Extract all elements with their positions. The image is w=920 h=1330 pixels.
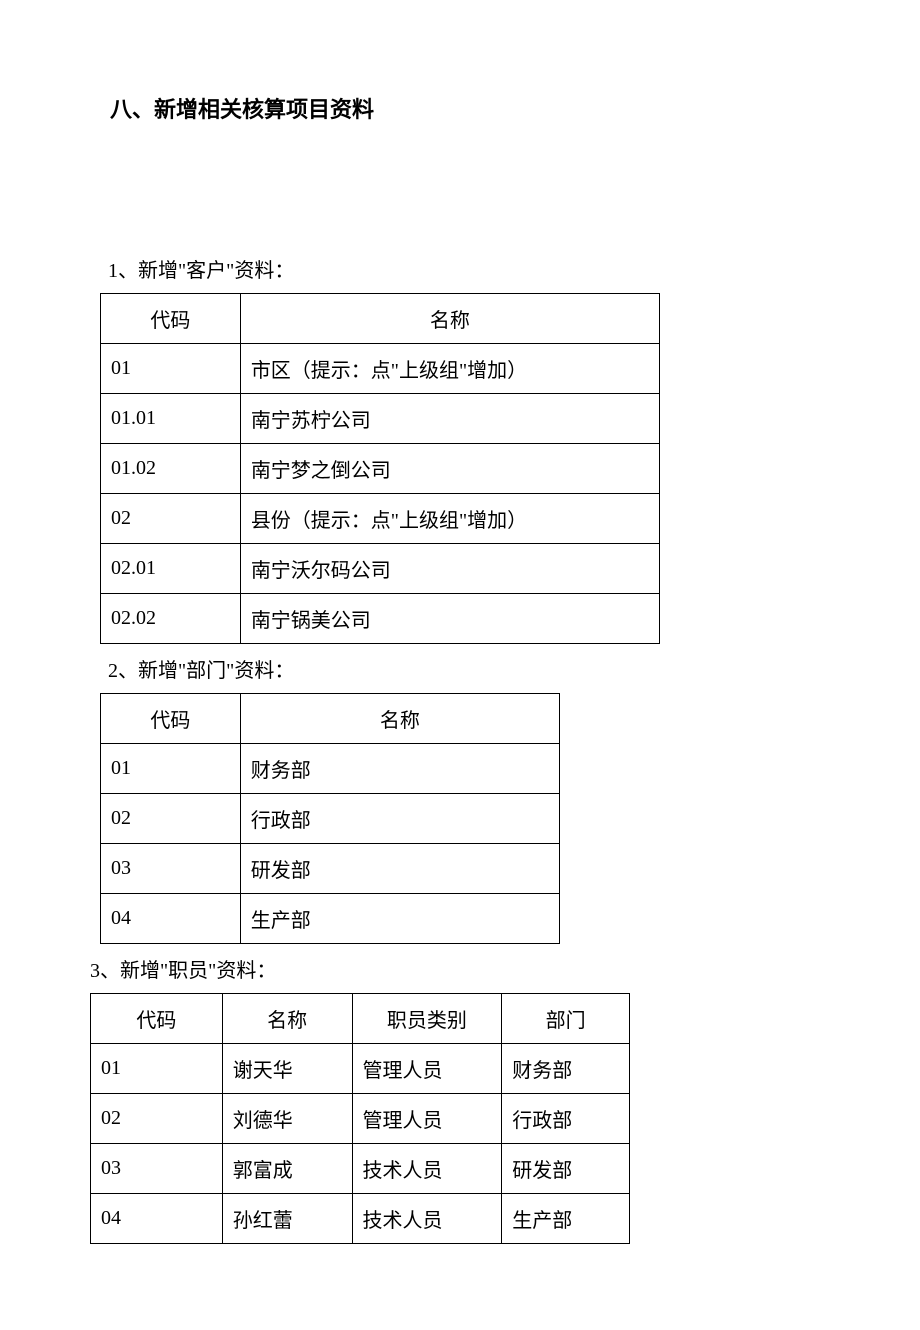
cell-name: 市区（提示：点"上级组"增加） [240,344,659,394]
employees-table: 代码 名称 职员类别 部门 01谢天华管理人员财务部 02刘德华管理人员行政部 … [90,993,630,1244]
table-row: 03郭富成技术人员研发部 [91,1144,630,1194]
cell-name: 南宁梦之倒公司 [240,444,659,494]
cell-dept: 研发部 [502,1144,630,1194]
cell-name: 南宁沃尔码公司 [240,544,659,594]
cell-name: 研发部 [240,844,559,894]
cell-code: 02.01 [101,544,241,594]
table-row: 02县份（提示：点"上级组"增加） [101,494,660,544]
cell-code: 02 [101,494,241,544]
section1-label: 1、新增"客户"资料： [100,254,820,283]
table-row: 01财务部 [101,744,560,794]
cell-name: 财务部 [240,744,559,794]
col-code: 代码 [101,694,241,744]
col-name: 名称 [222,994,352,1044]
cell-code: 04 [101,894,241,944]
col-name: 名称 [240,694,559,744]
table-header-row: 代码 名称 职员类别 部门 [91,994,630,1044]
cell-code: 02.02 [101,594,241,644]
table-row: 01谢天华管理人员财务部 [91,1044,630,1094]
table-row: 04孙红蕾技术人员生产部 [91,1194,630,1244]
section3-label: 3、新增"职员"资料： [90,954,820,983]
cell-code: 01.02 [101,444,241,494]
departments-table: 代码 名称 01财务部 02行政部 03研发部 04生产部 [100,693,560,944]
cell-dept: 生产部 [502,1194,630,1244]
cell-dept: 财务部 [502,1044,630,1094]
col-code: 代码 [101,294,241,344]
customers-table: 代码 名称 01市区（提示：点"上级组"增加） 01.01南宁苏柠公司 01.0… [100,293,660,644]
col-type: 职员类别 [352,994,502,1044]
table-row: 01市区（提示：点"上级组"增加） [101,344,660,394]
table-row: 02刘德华管理人员行政部 [91,1094,630,1144]
cell-name: 谢天华 [222,1044,352,1094]
cell-code: 03 [101,844,241,894]
page-title: 八、新增相关核算项目资料 [110,92,820,124]
table-row: 02行政部 [101,794,560,844]
cell-type: 技术人员 [352,1144,502,1194]
table-row: 03研发部 [101,844,560,894]
cell-type: 管理人员 [352,1044,502,1094]
col-code: 代码 [91,994,223,1044]
cell-code: 01 [101,344,241,394]
section2-label: 2、新增"部门"资料： [100,654,820,683]
cell-code: 02 [91,1094,223,1144]
cell-code: 04 [91,1194,223,1244]
cell-code: 02 [101,794,241,844]
cell-dept: 行政部 [502,1094,630,1144]
cell-name: 刘德华 [222,1094,352,1144]
col-dept: 部门 [502,994,630,1044]
cell-type: 技术人员 [352,1194,502,1244]
cell-name: 生产部 [240,894,559,944]
cell-code: 01 [91,1044,223,1094]
table-row: 04生产部 [101,894,560,944]
col-name: 名称 [240,294,659,344]
table-header-row: 代码 名称 [101,294,660,344]
cell-name: 行政部 [240,794,559,844]
table-row: 02.02南宁锅美公司 [101,594,660,644]
table-header-row: 代码 名称 [101,694,560,744]
cell-code: 01 [101,744,241,794]
cell-name: 孙红蕾 [222,1194,352,1244]
cell-code: 03 [91,1144,223,1194]
cell-name: 郭富成 [222,1144,352,1194]
cell-name: 县份（提示：点"上级组"增加） [240,494,659,544]
table-row: 01.01南宁苏柠公司 [101,394,660,444]
table-row: 02.01南宁沃尔码公司 [101,544,660,594]
cell-name: 南宁苏柠公司 [240,394,659,444]
table-row: 01.02南宁梦之倒公司 [101,444,660,494]
cell-code: 01.01 [101,394,241,444]
cell-name: 南宁锅美公司 [240,594,659,644]
cell-type: 管理人员 [352,1094,502,1144]
